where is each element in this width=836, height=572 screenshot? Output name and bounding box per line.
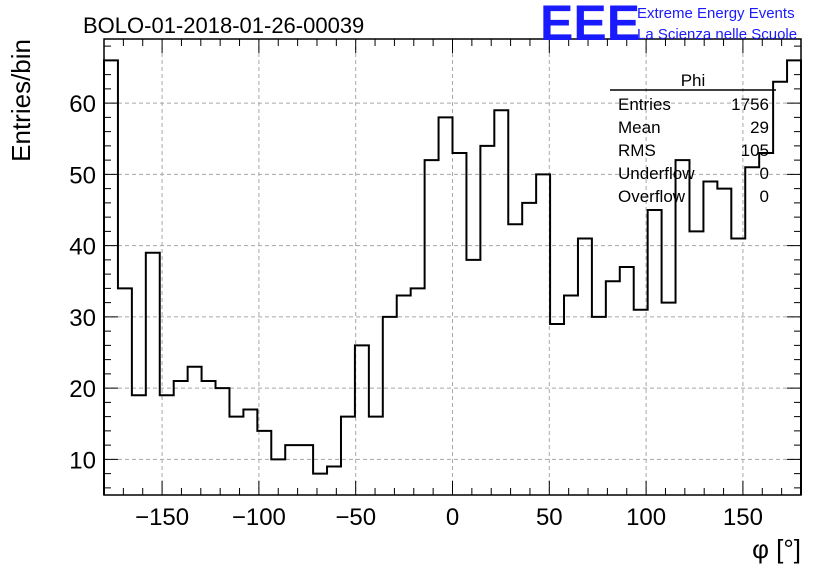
tick-labels: −150 −100 −50 0 50 100 150 10 20 30 40 50 60	[69, 91, 763, 531]
stats-value-entries: 1756	[731, 95, 769, 114]
stats-label-mean: Mean	[618, 118, 661, 137]
stats-value-overflow: 0	[760, 187, 769, 206]
stats-value-mean: 29	[750, 118, 769, 137]
y-tick-label: 50	[69, 162, 96, 189]
stats-label-entries: Entries	[618, 95, 671, 114]
stats-label-overflow: Overflow	[618, 187, 686, 206]
stats-value-underflow: 0	[760, 164, 769, 183]
stats-header: Phi	[681, 71, 706, 90]
x-tick-label: −100	[232, 504, 286, 531]
histogram-line	[103, 59, 802, 495]
grid-lines	[104, 39, 801, 495]
logo-line-2: La Scienza nelle Scuole	[637, 26, 797, 43]
stats-value-rms: 105	[741, 141, 769, 160]
stats-box: Phi Entries 1756 Mean 29 RMS 105 Underfl…	[610, 71, 776, 206]
y-axis-label: Entries/bin	[6, 39, 36, 162]
x-axis-label: φ [°]	[752, 534, 801, 564]
x-tick-label: −50	[335, 504, 376, 531]
eee-logo-mark: EEE	[540, 0, 640, 51]
x-tick-label: 0	[446, 504, 459, 531]
y-tick-label: 30	[69, 305, 96, 332]
x-tick-label: 150	[723, 504, 763, 531]
logo-line-1: Extreme Energy Events	[637, 5, 795, 22]
y-tick-label: 20	[69, 376, 96, 403]
x-tick-label: 50	[536, 504, 563, 531]
chart-title: BOLO-01-2018-01-26-00039	[83, 13, 364, 38]
y-tick-label: 60	[69, 91, 96, 118]
y-tick-label: 10	[69, 447, 96, 474]
stats-label-rms: RMS	[618, 141, 656, 160]
eee-logo: EEE Extreme Energy Events La Scienza nel…	[540, 0, 797, 51]
x-tick-label: −150	[135, 504, 189, 531]
stats-label-underflow: Underflow	[618, 164, 695, 183]
x-tick-label: 100	[626, 504, 666, 531]
axis-ticks	[103, 39, 802, 495]
y-tick-label: 40	[69, 234, 96, 261]
